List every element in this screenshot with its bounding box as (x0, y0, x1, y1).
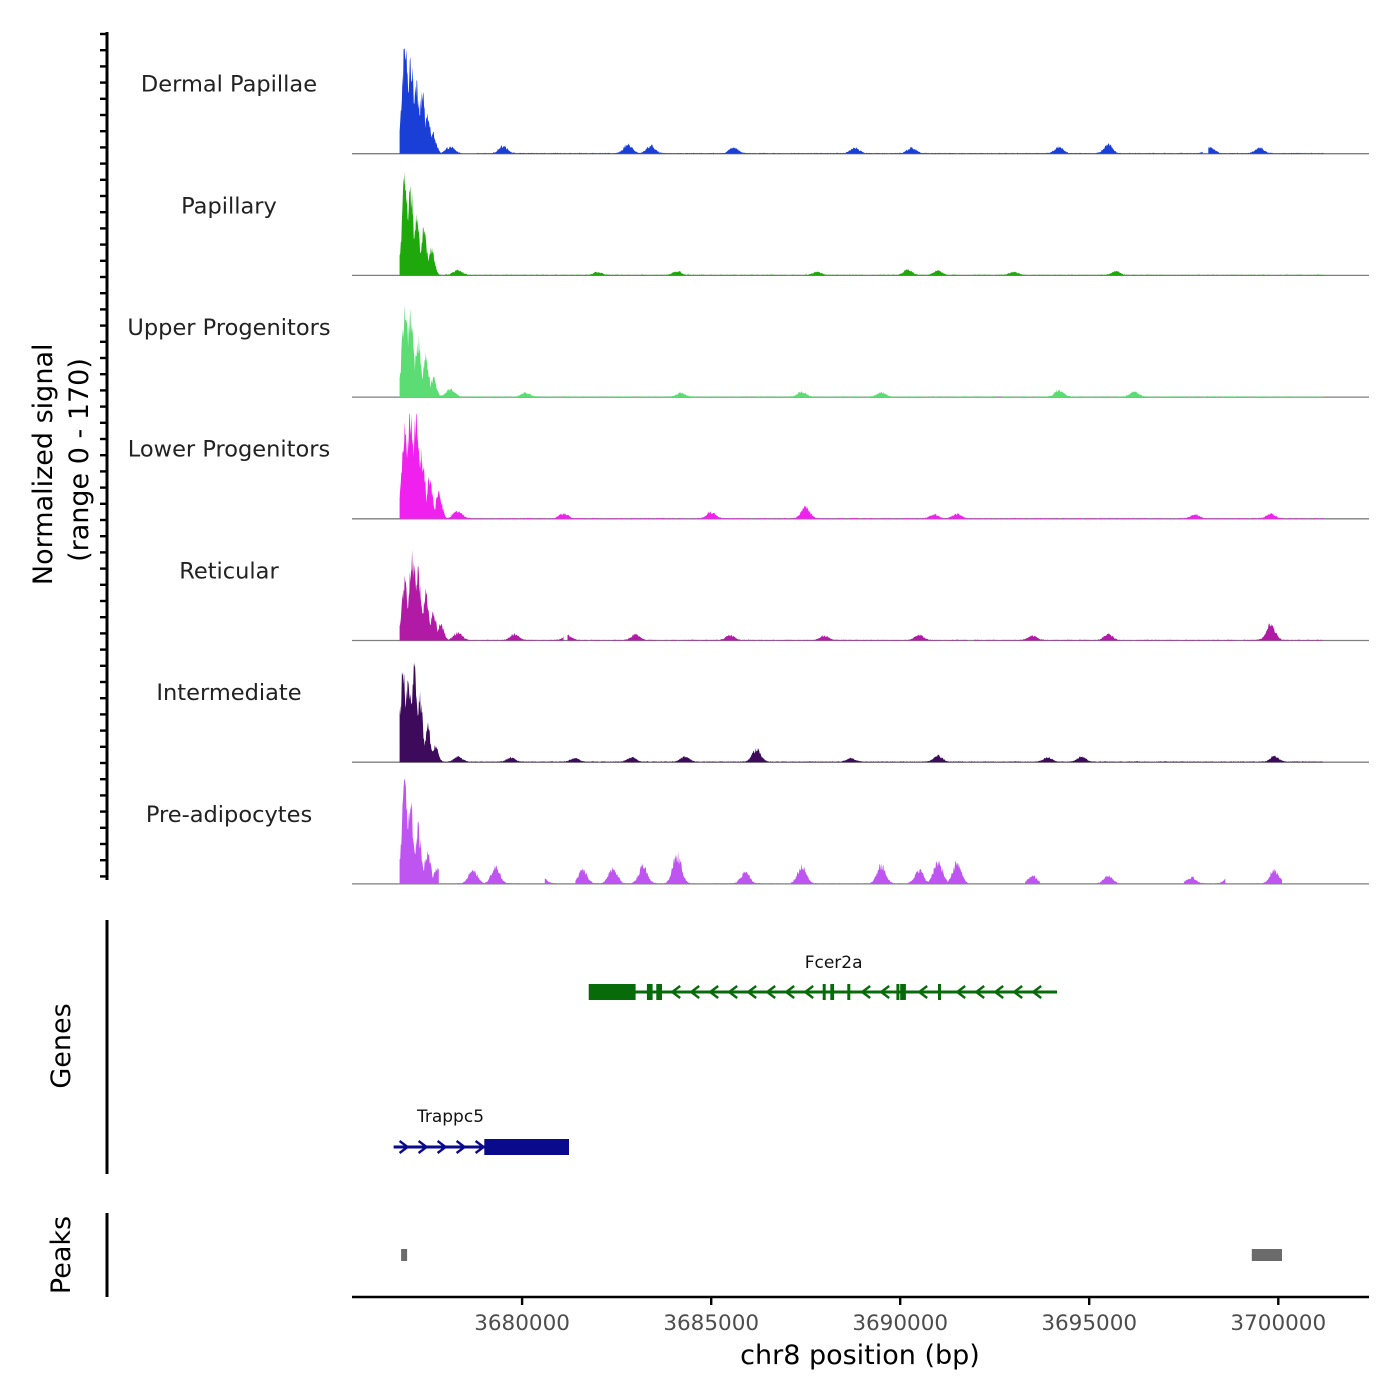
track-reticular: Reticular (179, 550, 1369, 642)
track-label: Pre-adipocytes (146, 802, 312, 828)
x-tick-label: 3680000 (474, 1311, 570, 1336)
coverage-tracks: Dermal Papillae Papillary Upper Progenitor… (127, 48, 1369, 885)
gene-strand-chevron (727, 985, 738, 999)
gene-strand-chevron (784, 985, 795, 999)
peaks-panel-label: Peaks (46, 1216, 77, 1294)
coverage-y-ticks (100, 32, 107, 878)
ylabel-line2: (range 0 - 170) (64, 358, 95, 562)
track-label: Papillary (181, 193, 277, 219)
gene-strand-chevron (398, 1140, 410, 1154)
gene-exon (938, 984, 941, 1000)
track-papillary: Papillary (181, 171, 1369, 277)
gene-strand-chevron (917, 985, 928, 999)
x-tick-label: 3690000 (852, 1311, 948, 1336)
gene-strand-chevron (708, 985, 719, 999)
gene-name-label: Fcer2a (805, 953, 863, 973)
peak-region (1251, 1249, 1282, 1261)
gene-strand-chevron (436, 1140, 448, 1154)
gene-exon (830, 984, 835, 1000)
track-signal-area (399, 171, 1324, 276)
gene-exon (646, 984, 653, 1000)
track-intermediate: Intermediate (156, 662, 1369, 763)
gene-exon (656, 984, 662, 1000)
gene-strand-chevron (1012, 985, 1023, 999)
peak-region (401, 1249, 408, 1261)
genes-panel: Genes Fcer2a Trappc5 (46, 920, 1058, 1174)
peaks-panel: Peaks (46, 1213, 1282, 1297)
coverage-y-axis (100, 32, 109, 880)
x-tick-label: 3685000 (663, 1311, 759, 1336)
gene-strand-chevron (1031, 985, 1042, 999)
gene-strand-chevron (746, 985, 757, 999)
track-upper-progenitors: Upper Progenitors (127, 305, 1369, 398)
gene-strand-chevron (474, 1140, 486, 1154)
gene-strand-chevron (879, 985, 890, 999)
track-label: Upper Progenitors (127, 315, 330, 341)
gene-exon (590, 984, 636, 1000)
track-signal-area (399, 778, 1283, 884)
gene-strand-chevron (670, 985, 681, 999)
gene-strand-chevron (765, 985, 776, 999)
x-axis-label: chr8 position (bp) (740, 1340, 980, 1371)
gene-strand-chevron (417, 1140, 429, 1154)
track-label: Lower Progenitors (128, 437, 330, 463)
track-dermal-papillae: Dermal Papillae (141, 48, 1369, 155)
genes-panel-label: Genes (46, 1003, 77, 1088)
gene-exon (484, 1139, 568, 1155)
gene-trappc5: Trappc5 (393, 1107, 569, 1155)
coverage-y-axis-label: Normalized signal (range 0 - 170) (28, 335, 95, 585)
x-axis-ticks: 3680000 3685000 3690000 3695000 3700000 (474, 1297, 1326, 1336)
gene-name-label: Trappc5 (416, 1107, 484, 1127)
gene-fcer2a: Fcer2a (588, 953, 1058, 1000)
gene-exon (896, 984, 900, 1000)
track-signal-area (399, 413, 1324, 519)
gene-strand-chevron (974, 985, 985, 999)
x-tick-label: 3695000 (1041, 1311, 1137, 1336)
gene-strand-chevron (955, 985, 966, 999)
track-pre-adipocytes: Pre-adipocytes (146, 778, 1369, 885)
gene-strand-chevron (803, 985, 814, 999)
gene-strand-chevron (860, 985, 871, 999)
gene-strand-chevron (455, 1140, 467, 1154)
peak-regions (401, 1249, 1282, 1261)
track-signal-area (399, 662, 1324, 763)
gene-strand-chevron (689, 985, 700, 999)
track-label: Reticular (179, 558, 279, 584)
track-signal-area (399, 550, 1324, 641)
x-axis: 3680000 3685000 3690000 3695000 3700000 chr8… (352, 1295, 1369, 1371)
track-label: Dermal Papillae (141, 72, 317, 98)
gene-strand-chevron (993, 985, 1004, 999)
track-lower-progenitors: Lower Progenitors (128, 413, 1369, 520)
gene-exon (822, 984, 826, 1000)
x-tick-label: 3700000 (1230, 1311, 1326, 1336)
track-signal-area (399, 48, 1324, 154)
track-signal-area (399, 305, 1324, 398)
gene-models: Fcer2a Trappc5 (393, 953, 1058, 1155)
track-label: Intermediate (156, 680, 301, 706)
gene-exon (847, 984, 851, 1000)
gene-exon (900, 984, 906, 1000)
ylabel-line1: Normalized signal (28, 344, 59, 586)
